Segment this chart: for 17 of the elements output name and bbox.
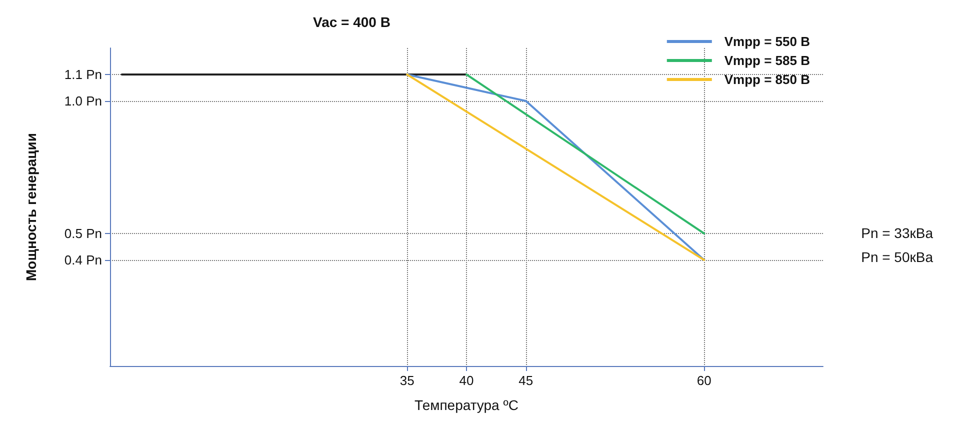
- y-axis-title: Мощность генерации: [23, 132, 39, 282]
- chart-title: Vac = 400 В: [313, 14, 390, 30]
- y-tick-label: 0.5 Pn: [64, 226, 102, 241]
- y-tick-label: 1.0 Pn: [64, 94, 102, 108]
- x-tick-label: 60: [696, 373, 712, 388]
- text: Pn = 33кВа: [861, 225, 934, 241]
- y-tick-label: 0.4 Pn: [64, 252, 102, 268]
- legend-label: Vmpp = 850 В: [724, 72, 810, 87]
- legend-label: Vmpp = 550 В: [724, 34, 810, 49]
- y-tick-label: 1.1 Pn: [64, 67, 102, 82]
- text: Pn = 50кВа: [861, 249, 934, 265]
- x-tick-label: 40: [459, 373, 474, 388]
- x-tick-label: 45: [518, 373, 534, 388]
- line-series: [406, 74, 706, 261]
- legend-label: Vmpp = 585 В: [724, 53, 810, 68]
- x-tick-label: 35: [400, 373, 414, 388]
- x-axis-title: Температура ºС: [414, 397, 518, 413]
